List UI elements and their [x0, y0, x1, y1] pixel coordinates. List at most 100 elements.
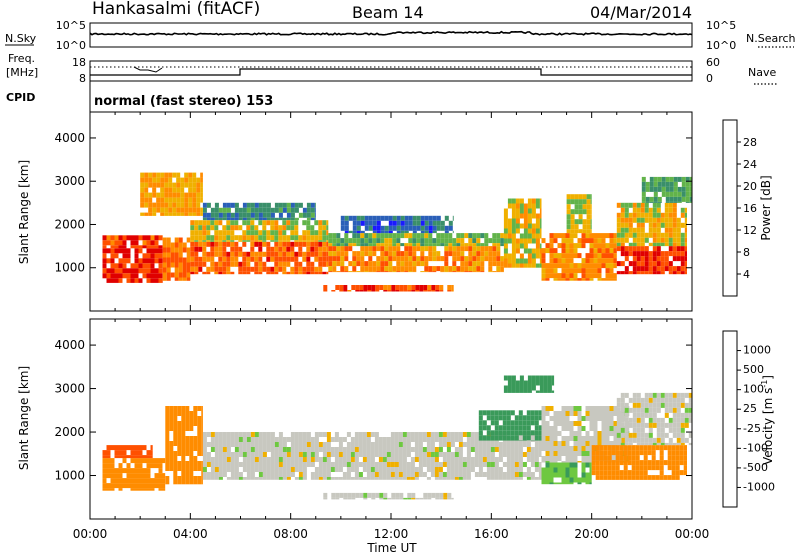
velocity-cell	[597, 441, 602, 446]
velocity-cell	[165, 441, 170, 446]
velocity-cell	[506, 410, 511, 416]
power-cell	[565, 258, 570, 264]
power-cell	[565, 253, 570, 259]
velocity-cell	[648, 432, 653, 438]
velocity-cell	[302, 447, 307, 452]
velocity-cell	[593, 406, 598, 411]
power-cell	[360, 261, 365, 267]
power-cell	[549, 233, 554, 239]
velocity-cell	[647, 475, 652, 480]
power-cell	[332, 256, 337, 262]
power-cell	[246, 217, 251, 221]
power-cell	[500, 266, 504, 272]
power-cell	[641, 186, 646, 192]
velocity-cell	[635, 445, 640, 451]
velocity-cell	[222, 457, 227, 462]
velocity-cell	[334, 467, 339, 472]
power-cell	[210, 261, 215, 267]
power-cell	[539, 248, 542, 254]
velocity-cell	[635, 450, 640, 456]
power-cell	[590, 204, 592, 210]
power-cell	[158, 245, 163, 249]
velocity-cell	[318, 472, 323, 477]
velocity-cell	[573, 467, 578, 473]
velocity-cell	[557, 441, 562, 446]
velocity-cell	[635, 475, 640, 480]
power-cell	[144, 182, 149, 188]
velocity-cell	[601, 441, 606, 446]
power-cell	[226, 240, 231, 242]
velocity-cell	[138, 473, 143, 479]
power-cell	[246, 261, 251, 267]
power-cell	[384, 271, 389, 273]
power-cell	[306, 225, 311, 231]
power-cell	[134, 245, 139, 249]
power-cell	[182, 257, 187, 263]
power-cell	[597, 238, 602, 244]
velocity-cell	[193, 416, 198, 421]
velocity-cell	[434, 477, 439, 480]
velocity-cell	[526, 477, 531, 480]
velocity-cell	[631, 450, 636, 456]
power-cell	[656, 261, 661, 267]
velocity-cell	[511, 390, 516, 393]
velocity-cell	[298, 437, 303, 442]
power-cell	[178, 272, 183, 278]
power-cell	[242, 235, 247, 241]
power-cell	[102, 273, 107, 279]
station-title: Hankasalmi (fitACF)	[92, 0, 260, 19]
power-cell	[106, 248, 111, 254]
velocity-cell	[370, 452, 375, 457]
velocity-cell	[482, 462, 487, 467]
power-cell	[605, 273, 610, 279]
power-cell	[427, 290, 432, 292]
velocity-cell	[675, 465, 680, 471]
power-cell	[274, 246, 279, 252]
power-cell	[472, 251, 477, 257]
power-cell	[290, 212, 295, 218]
power-cell	[519, 263, 524, 268]
power-cell	[416, 220, 421, 226]
velocity-cell	[246, 462, 251, 467]
power-cell	[616, 217, 621, 223]
power-cell	[166, 277, 171, 281]
power-cell	[363, 285, 368, 290]
power-cell	[661, 191, 666, 197]
velocity-cell	[226, 442, 231, 447]
power-cell	[156, 197, 161, 203]
velocity-cell	[589, 461, 594, 463]
velocity-cell	[667, 445, 672, 451]
power-cell	[665, 201, 670, 203]
power-cell	[164, 177, 169, 183]
power-cell	[258, 240, 263, 242]
velocity-cell	[118, 450, 123, 456]
velocity-cell	[310, 457, 315, 462]
velocity-cell	[458, 477, 463, 480]
power-cell	[577, 253, 582, 259]
power-cell	[535, 228, 540, 234]
power-cell	[649, 201, 654, 203]
velocity-cell	[374, 472, 379, 477]
power-cell	[645, 196, 650, 202]
velocity-cell	[585, 436, 590, 441]
power-cell	[427, 285, 432, 290]
velocity-cell	[410, 462, 415, 467]
velocity-cell	[202, 457, 207, 462]
power-cell	[340, 251, 345, 257]
power-cell	[262, 261, 267, 267]
power-cell	[496, 246, 501, 252]
power-cell	[672, 222, 677, 228]
power-cell	[653, 176, 658, 182]
velocity-cell	[218, 442, 223, 447]
power-cell	[314, 207, 316, 213]
power-cell	[684, 207, 687, 213]
power-cell	[360, 230, 365, 234]
power-cell	[192, 172, 197, 178]
power-cell	[114, 278, 119, 283]
power-cell	[368, 256, 373, 262]
velocity-cell	[589, 467, 592, 473]
velocity-cell	[676, 432, 681, 438]
velocity-cell	[611, 460, 616, 466]
power-cell	[282, 240, 287, 242]
velocity-cell	[624, 432, 629, 438]
